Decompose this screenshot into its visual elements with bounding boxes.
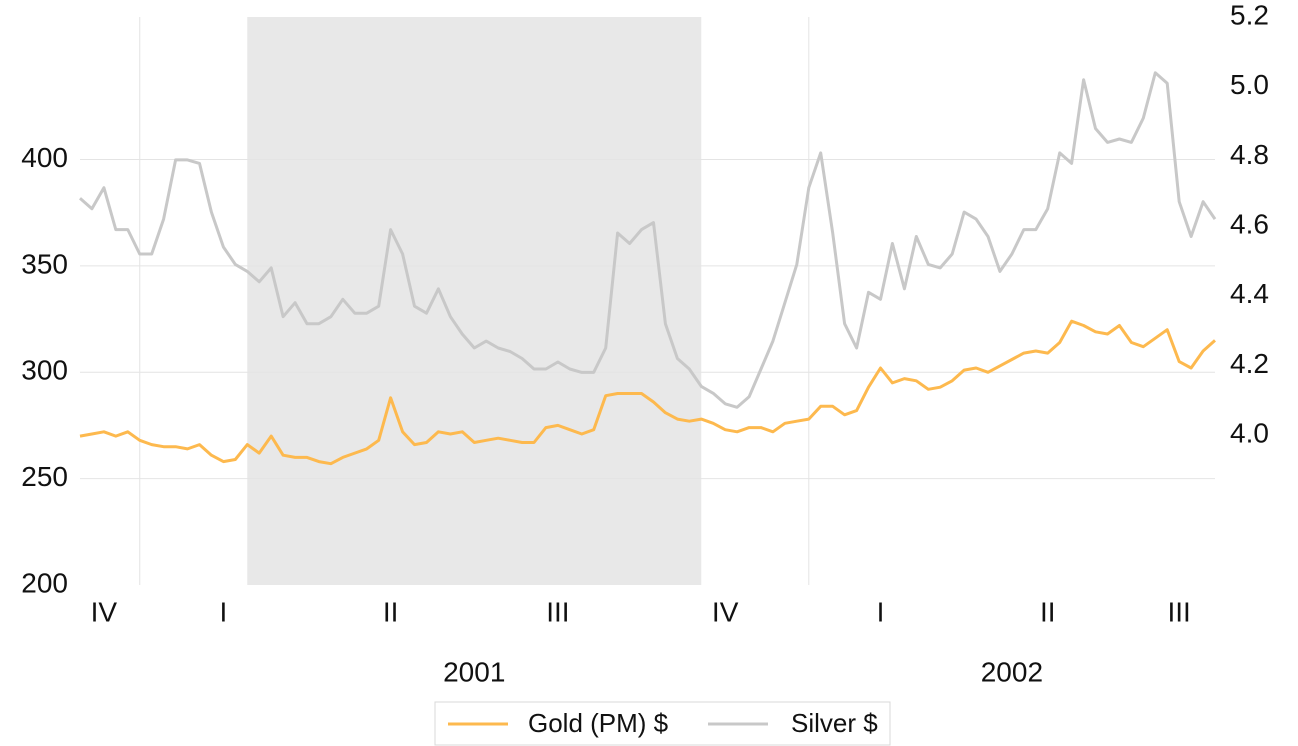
x-tick-label: I	[219, 596, 227, 627]
x-tick-label: III	[546, 596, 569, 627]
legend-label: Silver $	[791, 708, 878, 738]
x-tick-label: III	[1167, 596, 1190, 627]
x-group-label: 2001	[443, 656, 505, 687]
legend-label: Gold (PM) $	[528, 708, 669, 738]
y-tick-label: 300	[21, 355, 68, 386]
y2-tick-label: 4.0	[1230, 418, 1269, 449]
y2-tick-label: 4.8	[1230, 139, 1269, 170]
x-tick-label: IV	[712, 596, 739, 627]
y-tick-label: 350	[21, 248, 68, 279]
x-group-label: 2002	[981, 656, 1043, 687]
y2-tick-label: 5.0	[1230, 69, 1269, 100]
y2-tick-label: 4.6	[1230, 208, 1269, 239]
x-tick-label: IV	[91, 596, 118, 627]
x-tick-label: II	[1040, 596, 1056, 627]
y2-tick-label: 5.2	[1230, 0, 1269, 30]
series-line	[79, 319, 1216, 466]
y2-tick-label: 4.2	[1230, 348, 1269, 379]
y-tick-label: 400	[21, 142, 68, 173]
shaded-region	[247, 17, 702, 585]
y-tick-label: 250	[21, 461, 68, 492]
y2-tick-label: 4.4	[1230, 278, 1269, 309]
series-line	[79, 71, 1217, 409]
legend-box	[434, 701, 891, 746]
x-tick-label: II	[383, 596, 399, 627]
y-tick-label: 200	[21, 567, 68, 598]
x-tick-label: I	[877, 596, 885, 627]
